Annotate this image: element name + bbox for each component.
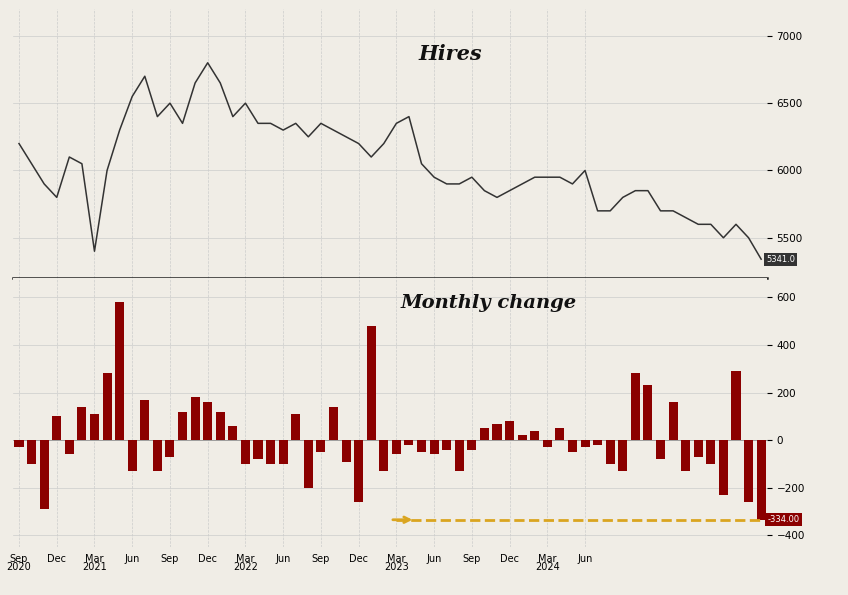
Text: 2020: 2020 xyxy=(7,562,31,572)
Text: 2024: 2024 xyxy=(535,562,560,572)
Bar xyxy=(430,440,438,455)
Bar xyxy=(342,440,350,462)
Bar xyxy=(555,428,565,440)
Bar xyxy=(90,414,99,440)
Bar xyxy=(543,440,552,447)
Bar xyxy=(404,440,414,445)
Bar xyxy=(706,440,716,464)
Bar xyxy=(467,440,477,450)
Bar xyxy=(115,302,124,440)
Bar xyxy=(291,414,300,440)
Bar xyxy=(254,440,263,459)
Text: -334.00: -334.00 xyxy=(767,515,800,524)
Bar xyxy=(379,440,388,471)
Bar xyxy=(719,440,728,495)
Bar xyxy=(694,440,703,457)
Bar xyxy=(103,374,112,440)
Bar xyxy=(178,412,187,440)
Bar xyxy=(215,412,225,440)
Bar xyxy=(517,436,527,440)
Bar xyxy=(329,407,338,440)
Bar xyxy=(732,371,740,440)
Bar xyxy=(442,440,451,450)
Bar xyxy=(756,440,766,520)
Bar xyxy=(744,440,753,502)
Bar xyxy=(191,397,199,440)
Bar xyxy=(493,424,501,440)
Bar xyxy=(505,421,514,440)
Bar xyxy=(644,386,652,440)
Bar xyxy=(668,402,678,440)
Bar xyxy=(165,440,175,457)
Bar xyxy=(618,440,628,471)
Bar xyxy=(392,440,401,455)
Bar xyxy=(228,426,237,440)
Bar xyxy=(568,440,577,452)
Bar xyxy=(204,402,212,440)
Bar xyxy=(241,440,250,464)
Bar xyxy=(14,440,24,447)
Bar xyxy=(681,440,690,471)
Bar xyxy=(417,440,426,452)
Bar xyxy=(366,326,376,440)
Bar xyxy=(279,440,287,464)
Text: 2021: 2021 xyxy=(82,562,107,572)
Bar xyxy=(77,407,86,440)
Text: Monthly change: Monthly change xyxy=(400,295,577,312)
Bar xyxy=(153,440,162,471)
Bar xyxy=(64,440,74,455)
Text: Hires: Hires xyxy=(419,44,483,64)
Bar xyxy=(266,440,275,464)
Bar xyxy=(530,431,539,440)
Bar xyxy=(316,440,326,452)
Bar xyxy=(27,440,36,464)
Bar xyxy=(480,428,489,440)
Bar xyxy=(455,440,464,471)
Text: 2022: 2022 xyxy=(233,562,258,572)
Bar xyxy=(40,440,48,509)
Bar xyxy=(593,440,602,445)
Bar xyxy=(53,416,61,440)
Text: 5341.0: 5341.0 xyxy=(767,255,795,264)
Bar xyxy=(304,440,313,488)
Bar xyxy=(140,400,149,440)
Bar xyxy=(605,440,615,464)
Bar xyxy=(128,440,137,471)
Text: 2023: 2023 xyxy=(384,562,409,572)
Bar xyxy=(581,440,589,447)
Bar xyxy=(656,440,665,459)
Bar xyxy=(354,440,363,502)
Bar xyxy=(631,374,640,440)
